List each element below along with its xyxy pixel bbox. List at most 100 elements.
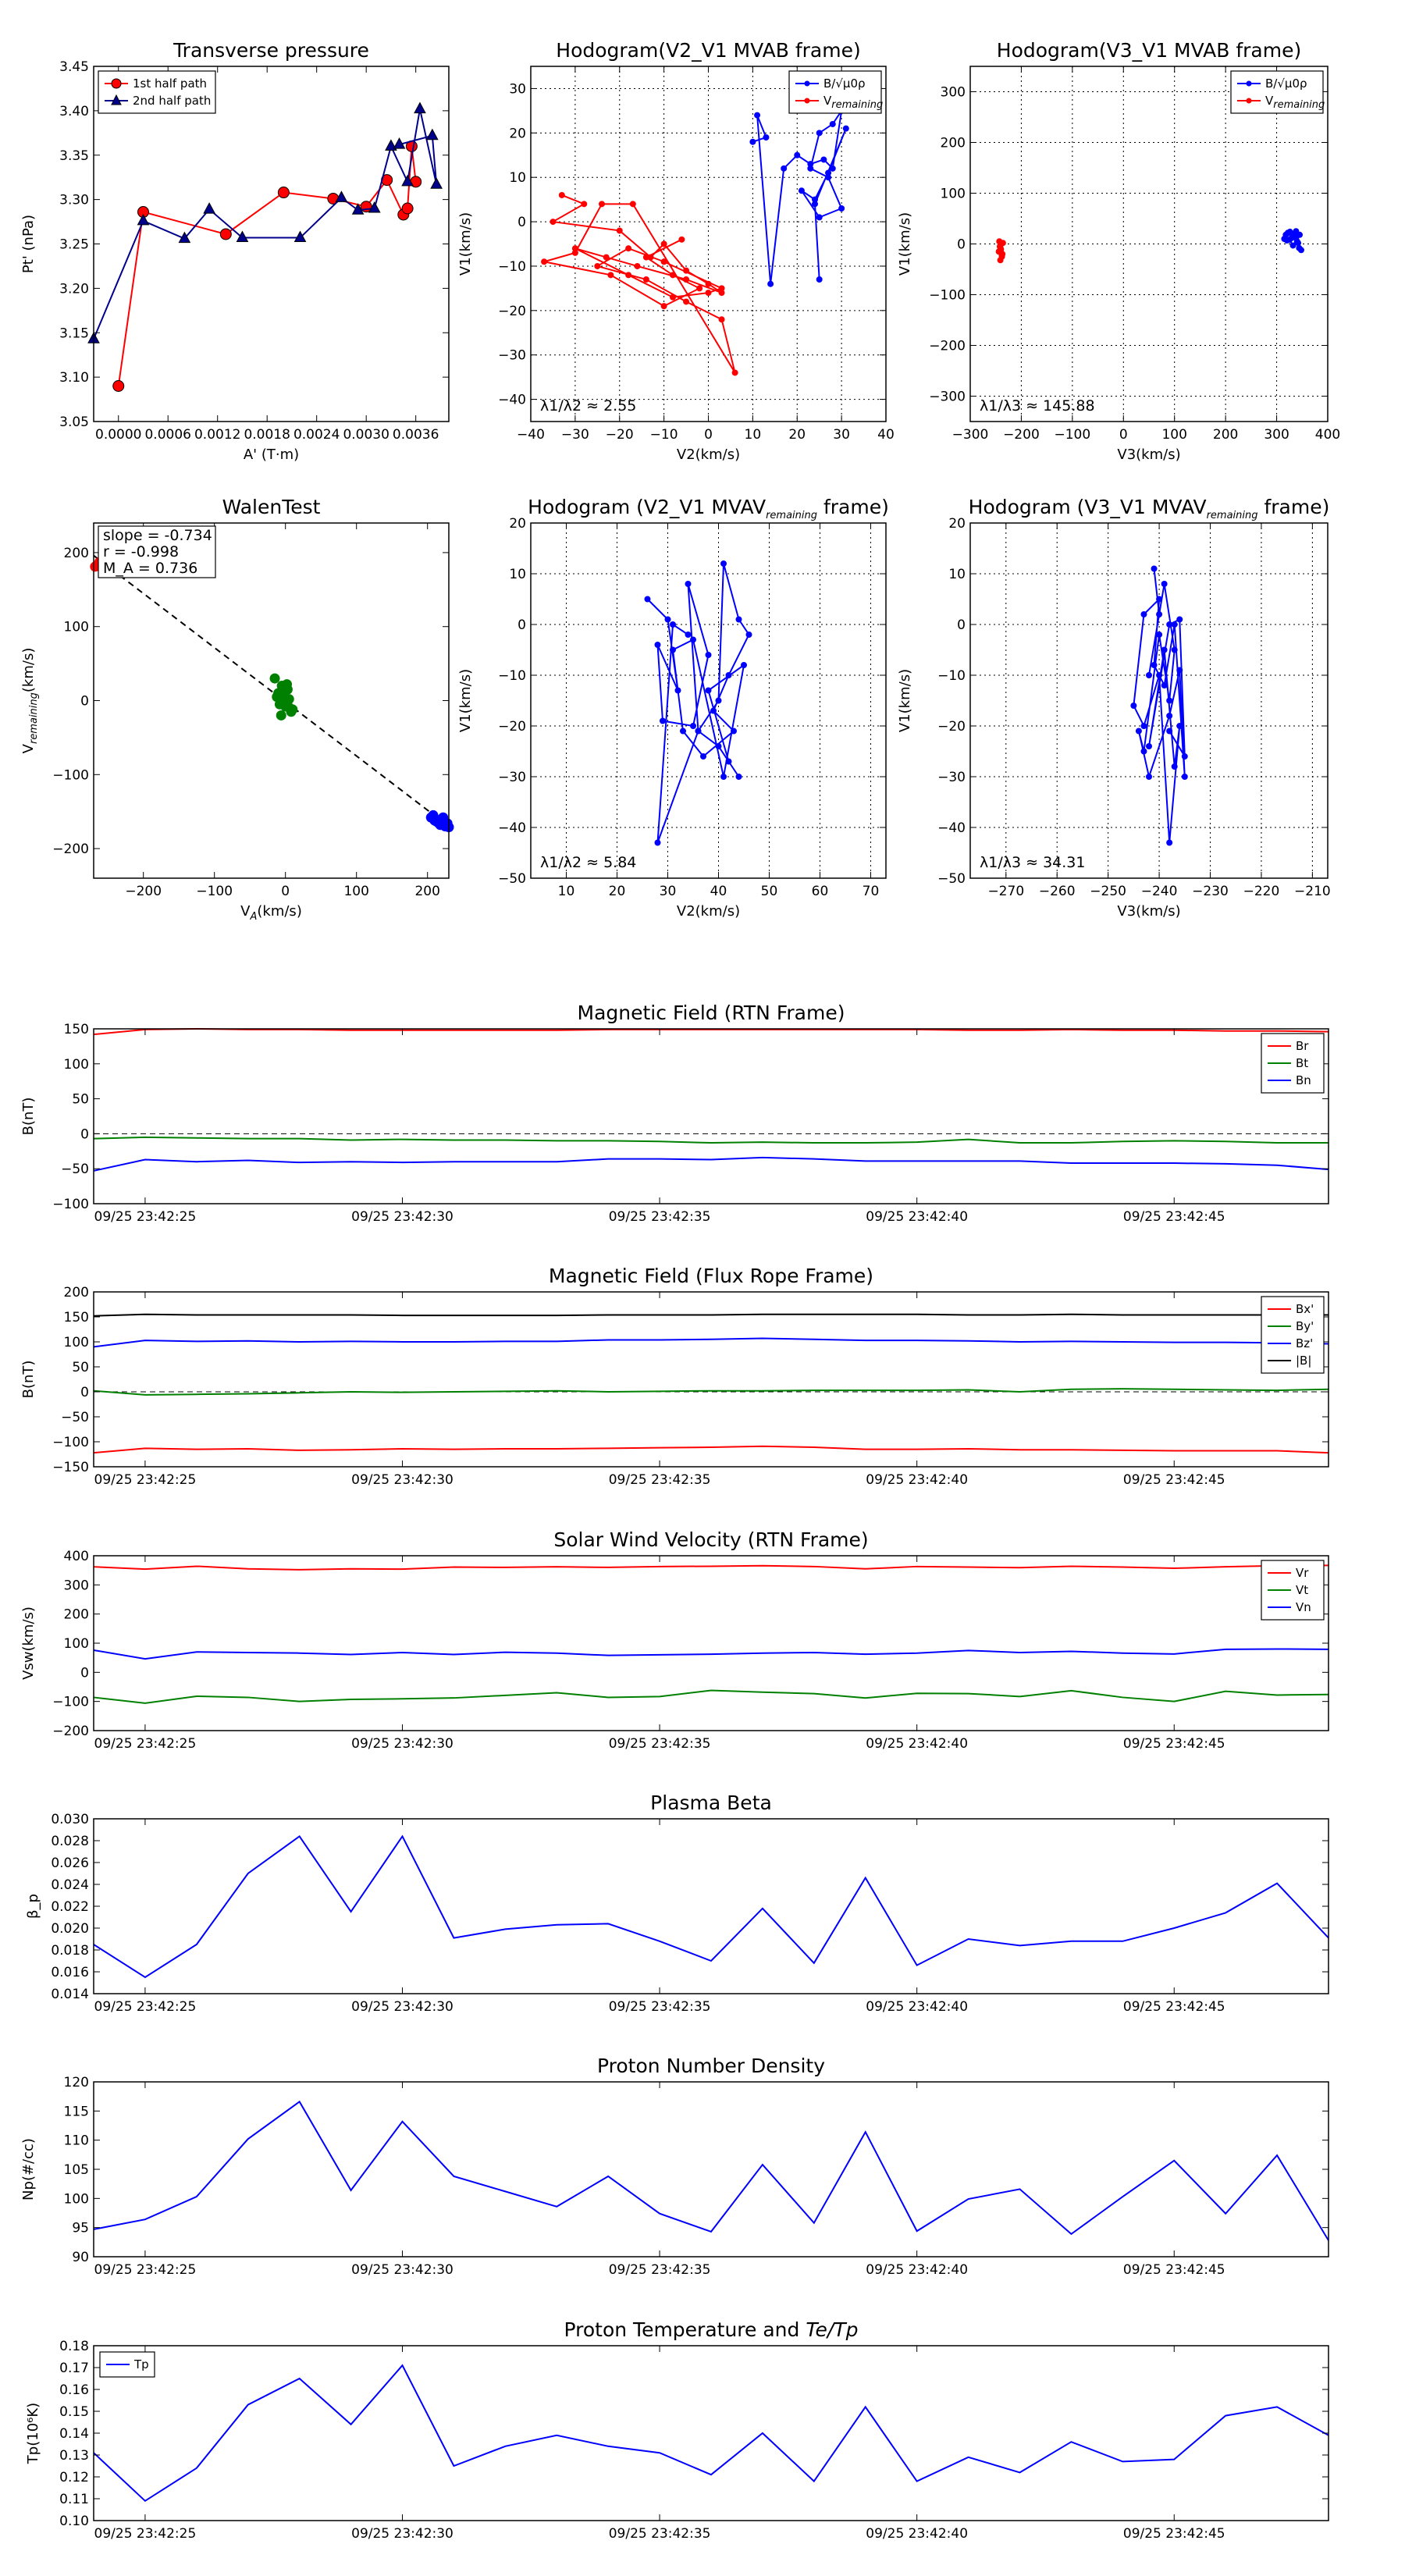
data-point bbox=[1296, 244, 1303, 251]
data-point bbox=[816, 130, 823, 137]
bfield-fr-panel: 09/25 23:42:25 09/25 23:42:30 09/25 23:42:… bbox=[20, 1265, 1329, 1488]
x-tick-label: −200 bbox=[1003, 427, 1040, 443]
x-tick-label: 60 bbox=[812, 884, 829, 899]
x-tick-label: −20 bbox=[606, 427, 634, 443]
legend-label: B/√μ0ρ bbox=[1265, 76, 1307, 91]
x-tick-label: 09/25 23:42:25 bbox=[94, 1209, 197, 1225]
x-tick-label: 09/25 23:42:35 bbox=[609, 1736, 711, 1752]
eigenvalue-ratio: λ1/λ2 ≈ 2.55 bbox=[540, 397, 636, 415]
y-axis-label: B(nT) bbox=[20, 1361, 37, 1399]
data-point bbox=[690, 723, 696, 729]
y-tick-label: 0 bbox=[518, 617, 526, 633]
data-point bbox=[1156, 672, 1163, 678]
y-tick-label: −200 bbox=[52, 1724, 89, 1739]
x-tick-label: 09/25 23:42:40 bbox=[866, 2262, 968, 2278]
y-tick-label: 100 bbox=[64, 1057, 89, 1073]
y-tick-label: 20 bbox=[509, 126, 526, 141]
data-point bbox=[1171, 621, 1178, 628]
x-tick-label: 09/25 23:42:35 bbox=[609, 1999, 711, 2015]
chart-title: Plasma Beta bbox=[650, 1791, 772, 1814]
x-tick-label: 0.0036 bbox=[393, 427, 439, 443]
bfield-fr-series-3 bbox=[93, 1313, 1329, 1317]
y-tick-label: 115 bbox=[64, 2104, 89, 2119]
data-point bbox=[393, 137, 406, 149]
bfield-rtn-panel: 09/25 23:42:25 09/25 23:42:30 09/25 23:42:… bbox=[20, 1002, 1329, 1225]
x-tick-label: −270 bbox=[987, 884, 1024, 899]
y-tick-label: 3.45 bbox=[59, 59, 89, 75]
data-point bbox=[998, 253, 1005, 260]
x-tick-label: 09/25 23:42:35 bbox=[609, 1209, 711, 1225]
data-point bbox=[695, 728, 702, 735]
legend-label: Bx' bbox=[1296, 1302, 1314, 1316]
x-axis-label: V2(km/s) bbox=[677, 447, 740, 463]
y-axis-label: Np(#/cc) bbox=[20, 2138, 37, 2201]
hodo2-series-0 bbox=[1281, 228, 1304, 254]
data-point bbox=[735, 774, 742, 780]
y-axis-label: Tp(10⁶K) bbox=[25, 2403, 41, 2464]
data-point bbox=[705, 290, 712, 297]
data-point bbox=[1156, 596, 1163, 603]
y-tick-label: −40 bbox=[498, 820, 526, 836]
x-tick-label: 0.0030 bbox=[343, 427, 389, 443]
data-point bbox=[438, 812, 449, 823]
y-tick-label: −50 bbox=[61, 1162, 89, 1177]
y-tick-label: 3.05 bbox=[59, 415, 89, 430]
data-point bbox=[798, 187, 805, 194]
y-tick-label: 0 bbox=[80, 694, 89, 710]
hodo1-series-0 bbox=[749, 107, 849, 287]
y-tick-label: −30 bbox=[937, 770, 966, 785]
data-point bbox=[660, 717, 666, 724]
data-point bbox=[550, 219, 557, 226]
data-point bbox=[368, 201, 381, 213]
density-panel: 09/25 23:42:25 09/25 23:42:30 09/25 23:42:… bbox=[20, 2055, 1329, 2278]
series-line bbox=[93, 1834, 1329, 1979]
data-point bbox=[654, 642, 661, 648]
data-point bbox=[820, 156, 827, 163]
y-tick-label: 0.15 bbox=[59, 2404, 89, 2420]
x-tick-label: 09/25 23:42:45 bbox=[1123, 2526, 1225, 2542]
x-axis-label: V2(km/s) bbox=[677, 903, 740, 920]
data-point bbox=[385, 139, 397, 151]
legend: Br Bt Bn bbox=[1261, 1033, 1325, 1094]
legend-label: 1st half path bbox=[133, 76, 207, 91]
data-point bbox=[720, 560, 727, 567]
axes-frame bbox=[93, 66, 450, 422]
legend-frame bbox=[98, 70, 216, 114]
y-tick-label: 0.030 bbox=[51, 1812, 89, 1827]
x-tick-label: 20 bbox=[788, 427, 806, 443]
hodo2-panel: −300 −200 −100 0 100 200 300 400 −300 −200 −100 0 10… bbox=[897, 39, 1340, 463]
y-tick-label: 100 bbox=[64, 1335, 89, 1350]
x-tick-label: 10 bbox=[558, 884, 575, 899]
bfield-rtn-series-1 bbox=[93, 1136, 1329, 1144]
y-tick-label: −50 bbox=[498, 871, 526, 887]
y-tick-label: 0.020 bbox=[51, 1921, 89, 1937]
axes-frame bbox=[530, 522, 887, 879]
x-tick-label: 0 bbox=[281, 884, 290, 899]
eigenvalue-ratio: λ1/λ3 ≈ 145.88 bbox=[980, 397, 1095, 415]
legend-label: Bt bbox=[1296, 1056, 1308, 1070]
x-tick-label: 40 bbox=[710, 884, 727, 899]
y-tick-label: 0.024 bbox=[51, 1877, 89, 1893]
y-tick-label: 120 bbox=[64, 2075, 89, 2090]
y-tick-label: −30 bbox=[498, 348, 526, 364]
fit-line bbox=[93, 554, 450, 827]
data-point bbox=[603, 254, 610, 261]
data-point bbox=[414, 101, 426, 114]
data-point bbox=[642, 276, 649, 283]
hodo4-panel: −270 −260 −250 −240 −230 −220 −210 −50 −40 −30 −20… bbox=[897, 496, 1331, 920]
data-point bbox=[1181, 753, 1188, 760]
data-point bbox=[654, 839, 661, 846]
x-tick-label: 200 bbox=[1213, 427, 1238, 443]
data-point bbox=[272, 692, 283, 703]
series-line bbox=[93, 1337, 1329, 1348]
y-tick-label: 105 bbox=[64, 2162, 89, 2178]
y-tick-label: 0.11 bbox=[59, 2492, 89, 2507]
x-tick-label: −200 bbox=[125, 884, 162, 899]
legend-marker bbox=[1246, 98, 1252, 104]
beta-panel: 09/25 23:42:25 09/25 23:42:30 09/25 23:42:… bbox=[25, 1791, 1329, 2015]
legend-label: 2nd half path bbox=[133, 94, 211, 108]
y-tick-label: 0.026 bbox=[51, 1856, 89, 1871]
x-axis-label: A' (T·m) bbox=[244, 447, 299, 463]
bfield-rtn-series-0 bbox=[93, 1027, 1329, 1036]
data-point bbox=[178, 231, 191, 244]
